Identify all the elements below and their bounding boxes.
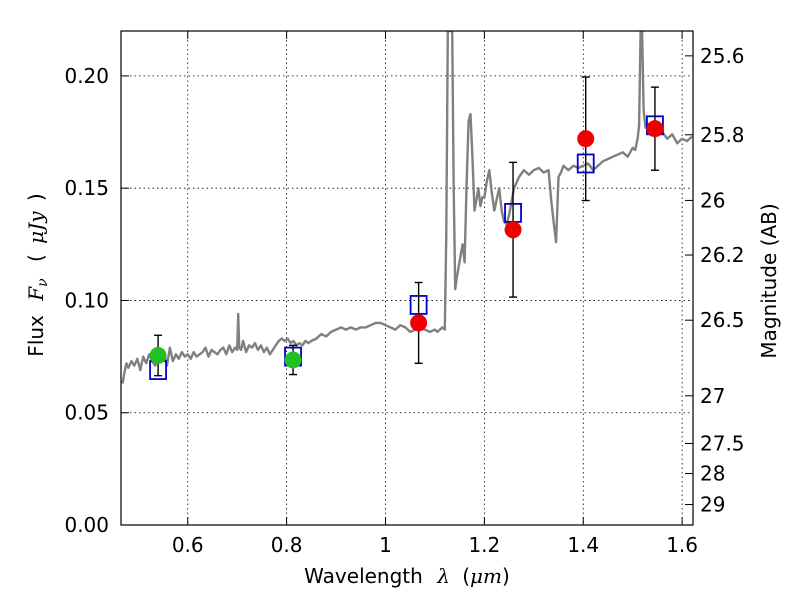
y-axis-label-subscript: ν (35, 278, 51, 287)
magnitude-tick-label: 25.8 (700, 123, 745, 147)
y-axis-label-unit-open: ( (24, 254, 48, 262)
y-axis-label-unit: μJy (24, 211, 48, 244)
x-axis-label-text: Wavelength (304, 564, 423, 588)
magnitude-tick-label: 29 (700, 493, 725, 517)
axis-ticks: 0.6 0.8 1 1.2 1.4 1.6 0.00 0.05 0.10 0.15 0.20 25.6… (64, 31, 745, 557)
x-axis-label-unit: μm (470, 564, 502, 588)
x-axis-label-unit-close: ) (502, 564, 510, 588)
grid-lines (121, 31, 693, 526)
y-axis-label-unit-close: ) (24, 193, 48, 201)
x-tick-label: 0.6 (172, 533, 204, 557)
nir-data-point (504, 221, 522, 239)
photometry-points (149, 76, 664, 380)
y-tick-label: 0.05 (64, 401, 109, 425)
x-axis-label-symbol: λ (436, 564, 450, 588)
magnitude-tick-label: 26.2 (700, 243, 745, 267)
y-axis-label-text: Flux (24, 315, 48, 357)
x-axis-label: Wavelength λ (μm) (304, 564, 510, 588)
y-tick-label: 0.00 (64, 513, 109, 537)
nir-data-point (646, 120, 664, 138)
y-axis-label: Flux Fν ( μJy ) (24, 193, 52, 356)
plot-frame (120, 30, 694, 526)
magnitude-tick-label: 26 (700, 188, 725, 212)
x-tick-label: 1.2 (468, 533, 500, 557)
x-tick-label: 1 (379, 533, 392, 557)
x-tick-label: 1.6 (666, 533, 698, 557)
spectrum-layer (121, 31, 693, 384)
x-axis-label-unit-open: ( (462, 564, 470, 588)
x-tick-label: 0.8 (271, 533, 303, 557)
y-axis-label-symbol: F (24, 286, 48, 302)
nir-data-point (577, 130, 595, 148)
spectrum-line (121, 31, 693, 384)
magnitude-tick-label: 27 (700, 384, 725, 408)
magnitude-tick-label: 26.5 (700, 308, 745, 332)
magnitude-tick-label: 27.5 (700, 431, 745, 455)
y-tick-label: 0.15 (64, 176, 109, 200)
nir-data-point (410, 314, 428, 332)
magnitude-tick-label: 25.6 (700, 44, 745, 68)
x-tick-label: 1.4 (567, 533, 599, 557)
magnitude-axis-label: Magnitude (AB) (757, 203, 781, 358)
y-tick-label: 0.20 (64, 64, 109, 88)
optical-data-point (284, 351, 302, 369)
y-tick-label: 0.10 (64, 288, 109, 312)
optical-data-point (149, 346, 167, 364)
magnitude-tick-label: 28 (700, 462, 725, 486)
